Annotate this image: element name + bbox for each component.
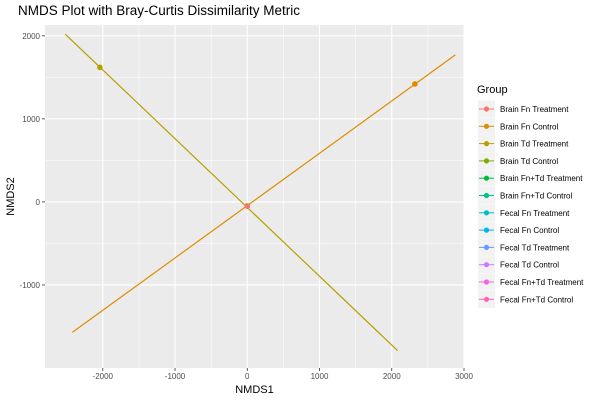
y-tick-label: 0	[36, 198, 41, 207]
legend-key-point	[483, 227, 490, 233]
legend-label: Fecal Td Control	[500, 261, 559, 270]
y-axis-ticks: -1000 0 1000 2000	[20, 32, 45, 290]
legend-entries: Brain Fn Treatment Brain Fn Control Brain …	[478, 100, 584, 308]
x-tick-label: -1000	[165, 372, 186, 381]
legend-entry: Brain Fn+Td Control	[478, 187, 572, 204]
data-point	[244, 203, 251, 209]
series-line	[72, 54, 456, 333]
legend-key-point	[483, 279, 490, 285]
legend-label: Brain Fn Control	[500, 122, 558, 131]
legend-label: Fecal Fn Control	[500, 226, 559, 235]
legend-key-point	[483, 158, 490, 164]
legend-entry: Fecal Fn+Td Treatment	[478, 273, 584, 291]
legend-entry: Brain Fn Control	[478, 117, 558, 135]
legend-key-point	[483, 106, 490, 112]
legend-label: Brain Fn+Td Treatment	[500, 174, 583, 183]
legend-label: Fecal Fn+Td Control	[500, 295, 573, 304]
series-line	[64, 33, 398, 351]
chart-title: NMDS Plot with Bray-Curtis Dissimilarity…	[18, 3, 300, 18]
legend-entry: Brain Fn Treatment	[478, 100, 569, 118]
legend-entry: Fecal Td Treatment	[478, 238, 570, 256]
legend-entry: Fecal Td Control	[478, 256, 559, 274]
legend-label: Fecal Fn+Td Treatment	[500, 278, 584, 287]
legend-label: Brain Td Control	[500, 157, 558, 166]
y-tick-label: -1000	[20, 281, 41, 290]
legend-entry: Brain Td Treatment	[478, 135, 569, 153]
legend-key-point	[483, 296, 490, 302]
legend-label: Brain Td Treatment	[500, 140, 569, 149]
legend: Group Brain Fn Treatment Brain Fn Control…	[477, 84, 584, 308]
series-lines	[64, 33, 456, 351]
x-tick-label: -2000	[93, 372, 114, 381]
legend-label: Fecal Td Treatment	[500, 243, 570, 252]
x-tick-label: 1000	[311, 372, 329, 381]
x-axis-ticks: -2000 -1000 0 1000 2000 3000	[93, 368, 473, 381]
major-gridlines	[45, 25, 465, 368]
legend-entry: Brain Fn+Td Treatment	[478, 169, 583, 187]
data-points	[97, 64, 418, 209]
legend-title: Group	[477, 84, 508, 96]
legend-key-point	[483, 123, 490, 129]
data-point	[97, 64, 103, 71]
legend-key-point	[483, 192, 490, 199]
legend-entry: Fecal Fn Treatment	[478, 204, 570, 222]
legend-key-point	[483, 262, 490, 268]
x-tick-label: 3000	[455, 372, 473, 381]
minor-gridlines	[45, 25, 464, 368]
legend-entry: Fecal Fn Control	[478, 221, 559, 239]
x-tick-label: 0	[245, 372, 250, 381]
legend-entry: Fecal Fn+Td Control	[478, 290, 573, 308]
legend-key-point	[483, 244, 490, 250]
legend-label: Brain Fn Treatment	[500, 105, 569, 114]
legend-key-point	[483, 141, 490, 147]
y-tick-label: 2000	[22, 32, 40, 41]
legend-label: Brain Fn+Td Control	[500, 192, 572, 201]
plot-panel	[45, 25, 464, 368]
x-tick-label: 2000	[383, 372, 401, 381]
x-axis-title: NMDS1	[235, 384, 274, 396]
y-axis-title: NMDS2	[5, 177, 17, 216]
legend-entry: Brain Td Control	[478, 152, 558, 170]
legend-label: Fecal Fn Treatment	[500, 209, 570, 218]
legend-key-point	[483, 210, 490, 216]
legend-key-point	[483, 175, 490, 181]
y-tick-label: 1000	[22, 115, 40, 124]
data-point	[412, 81, 418, 87]
